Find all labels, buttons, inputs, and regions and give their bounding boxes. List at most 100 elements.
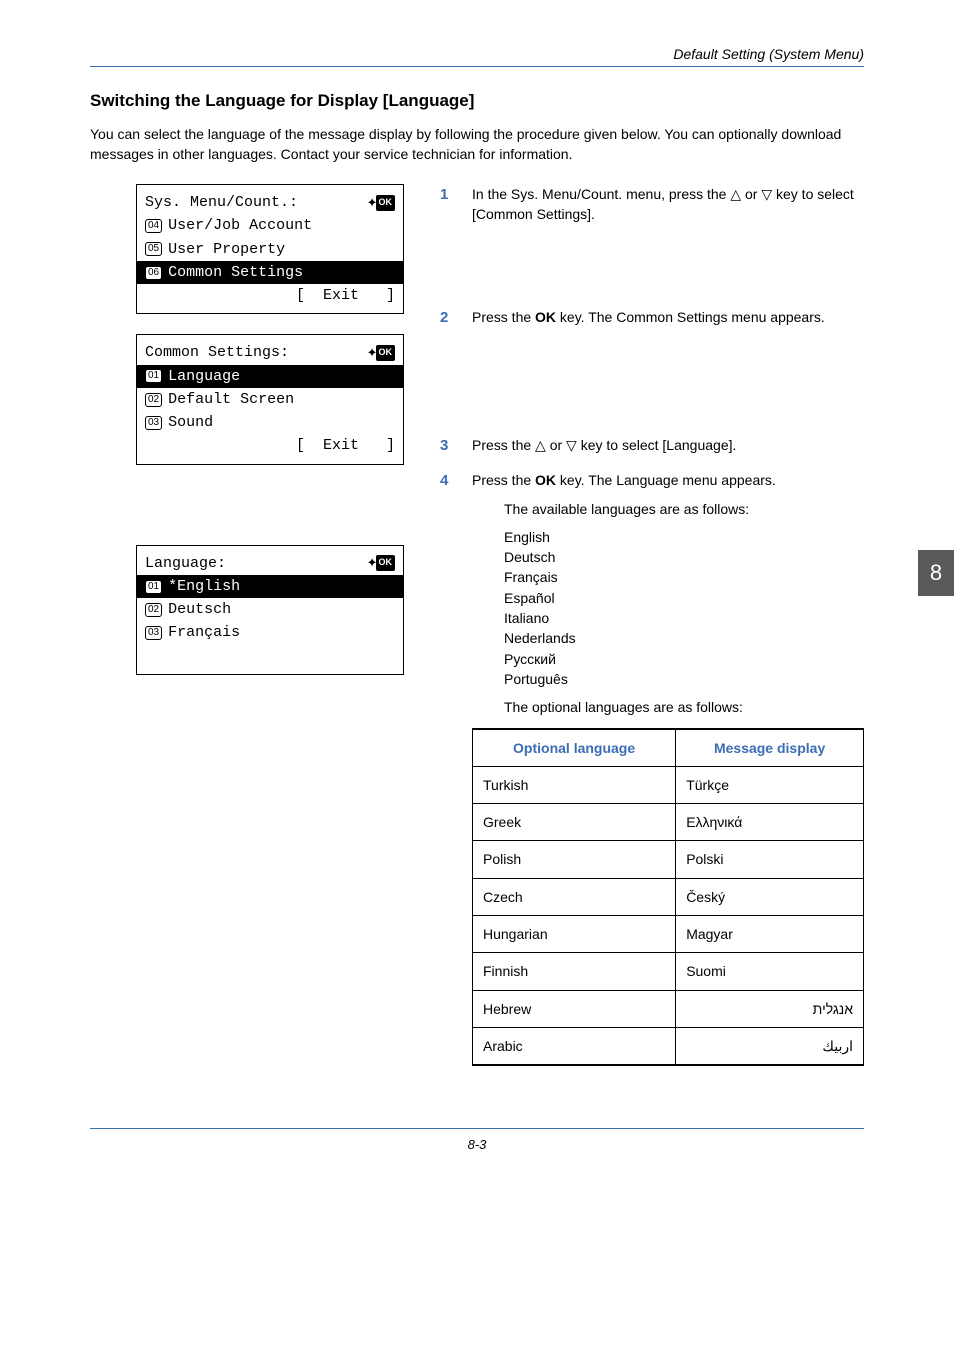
opt-lang-cell: Arabic: [473, 1027, 676, 1065]
opt-th-display: Message display: [676, 729, 864, 767]
lcd2-num-02: 02: [145, 393, 162, 407]
nav-arrows-icon: ✦: [367, 193, 376, 213]
lcd2-item-language: Language: [168, 365, 240, 388]
step-2-c: key. The Common Settings menu appears.: [556, 309, 825, 325]
table-row: HungarianMagyar: [473, 916, 864, 953]
language-item: Français: [504, 567, 864, 587]
lcd2-item-default: Default Screen: [168, 388, 294, 411]
lcd1-num-05: 05: [145, 242, 162, 256]
lcd1-item-common: Common Settings: [168, 261, 303, 284]
left-column: Sys. Menu/Count.: ✦ OK 04 User/Job Accou…: [90, 184, 400, 1080]
step-1: 1 In the Sys. Menu/Count. menu, press th…: [440, 184, 864, 225]
opt-lang-cell: Greek: [473, 804, 676, 841]
optional-langs-intro: The optional languages are as follows:: [504, 697, 864, 717]
lcd1-item-userjob: User/Job Account: [168, 214, 312, 237]
right-column: 1 In the Sys. Menu/Count. menu, press th…: [440, 184, 864, 1080]
step-3-a: Press the: [472, 437, 535, 453]
lcd3-item-english: *English: [168, 575, 240, 598]
opt-th-language: Optional language: [473, 729, 676, 767]
opt-display-cell: Türkçe: [676, 766, 864, 803]
step-2-num: 2: [440, 307, 456, 329]
available-langs-intro: The available languages are as follows:: [504, 499, 864, 519]
language-list: EnglishDeutschFrançaisEspañolItalianoNed…: [504, 527, 864, 689]
table-row: TurkishTürkçe: [473, 766, 864, 803]
step-3-text: Press the △ or ▽ key to select [Language…: [472, 435, 864, 457]
intro-paragraph: You can select the language of the messa…: [90, 125, 864, 164]
opt-display-cell: אנגלית: [676, 990, 864, 1027]
language-item: Español: [504, 588, 864, 608]
table-row: Arabicاربيك: [473, 1027, 864, 1065]
table-row: PolishPolski: [473, 841, 864, 878]
step-1-num: 1: [440, 184, 456, 225]
opt-display-cell: Suomi: [676, 953, 864, 990]
opt-lang-cell: Turkish: [473, 766, 676, 803]
optional-language-table: Optional language Message display Turkis…: [472, 728, 864, 1067]
lcd3-item-deutsch: Deutsch: [168, 598, 231, 621]
step-4: 4 Press the OK key. The Language menu ap…: [440, 470, 864, 1066]
opt-display-cell: Ελληνικά: [676, 804, 864, 841]
step-4-text: Press the OK key. The Language menu appe…: [472, 470, 864, 490]
nav-arrows-icon: ✦: [367, 553, 376, 573]
lcd2-num-03: 03: [145, 416, 162, 430]
lcd2-exit: [ Exit ]: [296, 434, 395, 457]
ok-icon: OK: [376, 195, 396, 211]
opt-lang-cell: Hungarian: [473, 916, 676, 953]
rule-top: [90, 66, 864, 67]
language-item: Italiano: [504, 608, 864, 628]
opt-lang-cell: Czech: [473, 878, 676, 915]
lcd-panel-common: Common Settings: ✦ OK 01 Language 02 Def…: [136, 334, 404, 464]
opt-lang-cell: Polish: [473, 841, 676, 878]
opt-display-cell: اربيك: [676, 1027, 864, 1065]
rule-bottom: [90, 1128, 864, 1129]
lcd2-title: Common Settings:: [145, 341, 289, 364]
language-item: Deutsch: [504, 547, 864, 567]
lcd-panel-language: Language: ✦ OK 01*English 02 Deutsch 03 …: [136, 545, 404, 675]
language-item: English: [504, 527, 864, 547]
lcd1-num-06: 06: [145, 266, 162, 280]
table-row: GreekΕλληνικά: [473, 804, 864, 841]
step-3: 3 Press the △ or ▽ key to select [Langua…: [440, 435, 864, 457]
step-1-text: In the Sys. Menu/Count. menu, press the …: [472, 184, 864, 225]
chapter-tab: 8: [918, 550, 954, 596]
step-4-a: Press the: [472, 472, 535, 488]
nav-arrows-icon: ✦: [367, 343, 376, 363]
lcd3-num-02: 02: [145, 603, 162, 617]
lcd-panel-sysmenu: Sys. Menu/Count.: ✦ OK 04 User/Job Accou…: [136, 184, 404, 314]
step-2-text: Press the OK key. The Common Settings me…: [472, 307, 864, 329]
lcd2-num-01: 01: [145, 369, 162, 383]
lcd1-colon: :: [289, 191, 307, 214]
step-4-c: key. The Language menu appears.: [556, 472, 776, 488]
lcd3-num-03: 03: [145, 626, 162, 640]
step-4-ok: OK: [535, 472, 556, 488]
opt-display-cell: Magyar: [676, 916, 864, 953]
step-3-num: 3: [440, 435, 456, 457]
page-number: 8-3: [90, 1137, 864, 1152]
language-item: Português: [504, 669, 864, 689]
table-row: Hebrewאנגלית: [473, 990, 864, 1027]
table-row: FinnishSuomi: [473, 953, 864, 990]
lcd1-num-04: 04: [145, 219, 162, 233]
step-3-b: or: [546, 437, 566, 453]
step-2-ok: OK: [535, 309, 556, 325]
ok-icon: OK: [376, 555, 396, 571]
triangle-up-icon: △: [535, 437, 546, 453]
table-row: CzechČeský: [473, 878, 864, 915]
lcd2-item-sound: Sound: [168, 411, 213, 434]
lcd3-num-01: 01: [145, 580, 162, 594]
lcd1-item-userprop: User Property: [168, 238, 285, 261]
ok-icon: OK: [376, 345, 396, 361]
step-3-c: key to select [Language].: [577, 437, 737, 453]
opt-lang-cell: Finnish: [473, 953, 676, 990]
lcd3-item-francais: Français: [168, 621, 240, 644]
triangle-down-icon: ▽: [566, 437, 577, 453]
lcd3-title: Language:: [145, 552, 226, 575]
language-item: Nederlands: [504, 628, 864, 648]
step-2-a: Press the: [472, 309, 535, 325]
section-title: Switching the Language for Display [Lang…: [90, 91, 864, 111]
lcd1-title: Sys. Menu/Count.: [145, 191, 289, 214]
step-2: 2 Press the OK key. The Common Settings …: [440, 307, 864, 329]
language-item: Русский: [504, 649, 864, 669]
opt-display-cell: Český: [676, 878, 864, 915]
opt-display-cell: Polski: [676, 841, 864, 878]
opt-lang-cell: Hebrew: [473, 990, 676, 1027]
